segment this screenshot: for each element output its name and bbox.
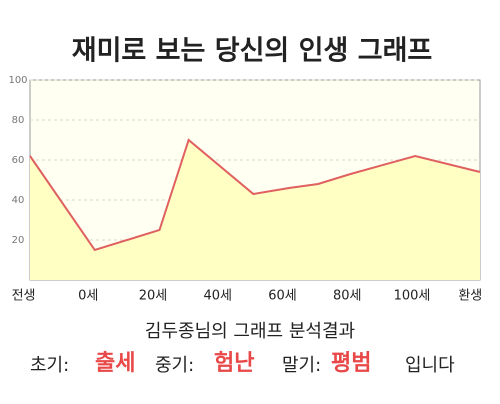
- y-tick-label: 40: [12, 195, 25, 206]
- y-tick-label: 80: [12, 115, 25, 126]
- line: [29, 138, 481, 252]
- late-result: 평범: [331, 351, 371, 376]
- y-tick-label: 60: [12, 155, 25, 166]
- x-tick-label: 환생: [458, 289, 482, 304]
- area: [30, 140, 480, 280]
- middle-label: 중기:: [155, 355, 194, 376]
- middle-result: 험난: [214, 350, 254, 376]
- x-tick-label: 40세: [204, 289, 233, 304]
- x-tick-label: 100세: [394, 289, 431, 304]
- early-label: 초기:: [30, 355, 69, 376]
- late-label: 말기:: [282, 355, 321, 376]
- x-tick-label: 60세: [268, 289, 297, 304]
- x-tick-label: 20세: [139, 289, 168, 304]
- summary-ending: 입니다: [405, 355, 455, 376]
- chart-title: 재미로 보는 당신의 인생 그래프: [72, 36, 433, 67]
- x-tick-label: 0세: [78, 289, 98, 304]
- early-result: 출세: [95, 351, 135, 376]
- y-tick-label: 100: [8, 75, 27, 86]
- y-tick-label: 20: [12, 235, 25, 246]
- summary-heading: 김두종님의 그래프 분석결과: [145, 321, 355, 342]
- x-tick-label: 80세: [333, 289, 362, 304]
- x-tick-label: 전생: [12, 289, 36, 304]
